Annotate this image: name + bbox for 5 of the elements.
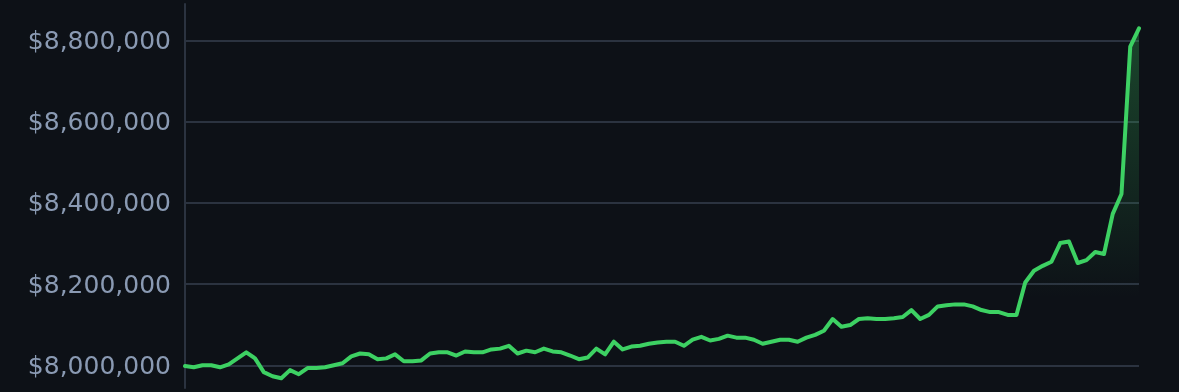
y-tick-label: $8,200,000 <box>27 269 171 299</box>
y-tick-label: $8,800,000 <box>27 26 171 56</box>
y-tick-label: $8,400,000 <box>27 188 171 218</box>
y-tick-label: $8,000,000 <box>27 350 171 380</box>
y-tick-label: $8,600,000 <box>27 107 171 137</box>
